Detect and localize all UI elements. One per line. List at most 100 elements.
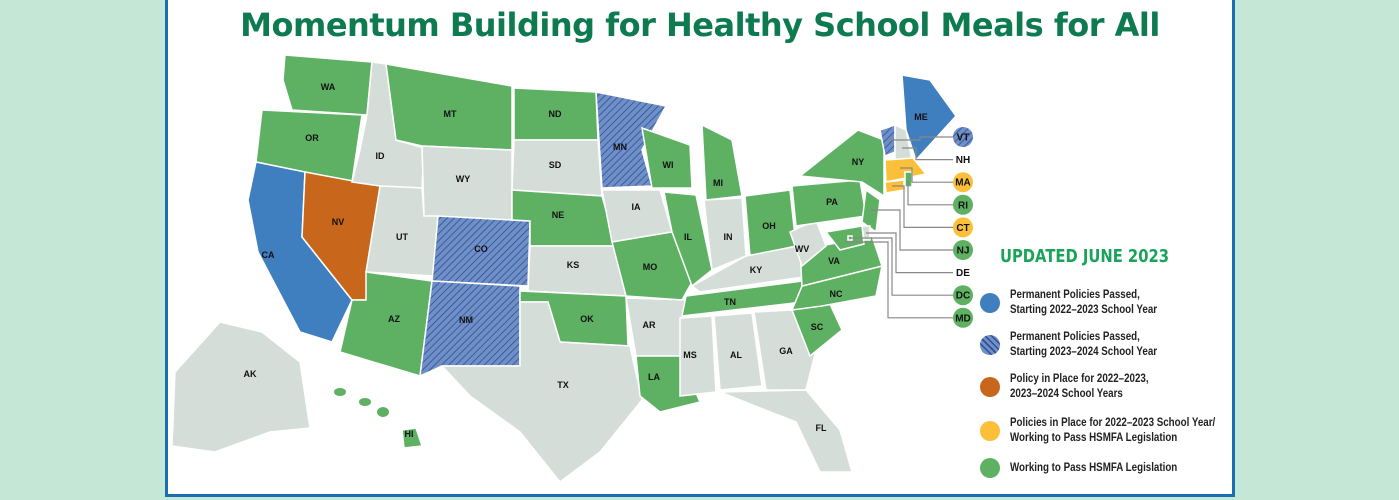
legend-label: Policies in Place for 2022–2023 School Y… — [1010, 417, 1216, 444]
state-label-ga: GA — [779, 346, 793, 356]
legend-swatch — [980, 458, 1000, 478]
legend-item-green: Working to Pass HSMFA Legislation — [980, 458, 1270, 478]
state-ar — [625, 297, 687, 357]
state-fl — [719, 389, 853, 473]
legend-swatch — [980, 293, 1000, 313]
state-tx — [440, 301, 643, 484]
legend-item-orange: Policy in Place for 2022–2023, 2023–2024… — [980, 372, 1270, 402]
state-label-hi: HI — [405, 429, 414, 439]
callout-label-md: MD — [955, 313, 971, 324]
state-md — [824, 225, 865, 251]
updated-date: UPDATED JUNE 2023 — [1000, 246, 1170, 267]
state-label-nm: NM — [459, 315, 473, 325]
callout-badge-md — [953, 307, 973, 328]
state-label-ca: CA — [262, 250, 275, 260]
state-label-az: AZ — [388, 314, 400, 324]
state-nj — [861, 188, 881, 234]
state-label-ky: KY — [750, 265, 763, 275]
legend-swatch — [980, 335, 1000, 355]
state-label-mi: MI — [713, 178, 723, 188]
state-label-ny: NY — [852, 157, 865, 167]
legend-item-yellow: Policies in Place for 2022–2023 School Y… — [980, 416, 1270, 446]
state-label-nv: NV — [332, 217, 345, 227]
callout-label-nh: NH — [956, 155, 970, 166]
callout-line — [870, 209, 953, 251]
legend-label: Permanent Policies Passed, Starting 2023… — [1010, 331, 1158, 358]
legend-label: Working to Pass HSMFA Legislation — [1010, 461, 1178, 474]
callout-label-de: DE — [956, 268, 970, 279]
state-label-ia: IA — [632, 202, 642, 212]
callout-label-ma: MA — [955, 178, 971, 189]
state-il — [663, 191, 713, 288]
state-label-ak: AK — [244, 369, 257, 379]
legend-item-blue: Permanent Policies Passed, Starting 2022… — [980, 288, 1270, 318]
callout-line — [892, 185, 953, 228]
state-label-fl: FL — [816, 423, 827, 433]
state-label-ne: NE — [552, 210, 565, 220]
state-label-mn: MN — [613, 142, 627, 152]
state-label-me: ME — [914, 112, 928, 122]
state-hi-island — [359, 398, 371, 406]
state-label-wy: WY — [456, 174, 471, 184]
state-wa — [282, 54, 373, 116]
callout-badge-ma — [953, 172, 973, 193]
state-label-wi: WI — [663, 160, 674, 170]
state-label-pa: PA — [826, 197, 838, 207]
state-hi-island — [334, 388, 346, 396]
callout-line — [900, 167, 953, 183]
legend-swatch — [980, 377, 1000, 397]
legend-swatch — [980, 421, 1000, 441]
state-ma — [884, 157, 928, 183]
callout-badge-ct — [953, 217, 973, 238]
state-label-ks: KS — [567, 260, 580, 270]
state-label-il: IL — [684, 232, 693, 242]
state-mo — [611, 231, 693, 301]
state-al — [713, 312, 763, 391]
state-label-mo: MO — [643, 262, 658, 272]
callout-label-nj: NJ — [957, 246, 970, 257]
callout-badge-vt — [953, 127, 973, 147]
state-label-or: OR — [305, 133, 319, 143]
state-ms — [679, 315, 717, 397]
state-wi — [641, 126, 693, 189]
callout-badge-ri — [953, 194, 973, 215]
state-label-ar: AR — [643, 320, 656, 330]
state-me — [901, 74, 957, 162]
callout-line — [866, 232, 953, 274]
state-label-nc: NC — [830, 289, 843, 299]
state-ks — [527, 245, 627, 297]
callout-label-vt: VT — [957, 133, 970, 144]
state-hi — [401, 427, 424, 449]
state-label-mt: MT — [444, 109, 457, 119]
legend-label: Policy in Place for 2022–2023, 2023–2024… — [1010, 373, 1149, 400]
callout-label-dc: DC — [956, 291, 970, 302]
state-label-wa: WA — [321, 82, 336, 92]
state-nm — [419, 280, 521, 378]
callout-line — [850, 237, 953, 296]
callout-line — [907, 180, 953, 206]
callout-line — [888, 136, 953, 141]
state-label-tx: TX — [557, 380, 569, 390]
legend-label: Permanent Policies Passed, Starting 2022… — [1010, 289, 1158, 316]
state-label-al: AL — [730, 350, 742, 360]
callout-badge-dc — [953, 285, 973, 306]
state-label-wv: WV — [795, 244, 810, 254]
page-title: Momentum Building for Healthy School Mea… — [240, 6, 1160, 44]
state-label-sc: SC — [811, 322, 824, 332]
state-hi-island — [377, 407, 389, 417]
state-ri — [904, 171, 913, 188]
state-label-va: VA — [828, 256, 840, 266]
callout-badge-nj — [953, 240, 973, 260]
state-label-ok: OK — [580, 314, 594, 324]
callout-line — [845, 241, 953, 319]
state-ny — [798, 129, 885, 198]
state-mt — [385, 63, 513, 151]
state-label-id: ID — [376, 151, 386, 161]
state-label-in: IN — [724, 232, 733, 242]
state-label-ms: MS — [683, 350, 697, 360]
state-label-nd: ND — [549, 109, 562, 119]
state-label-oh: OH — [762, 221, 776, 231]
state-label-la: LA — [648, 372, 660, 382]
callout-label-ri: RI — [958, 200, 968, 211]
callout-label-ct: CT — [956, 223, 969, 234]
